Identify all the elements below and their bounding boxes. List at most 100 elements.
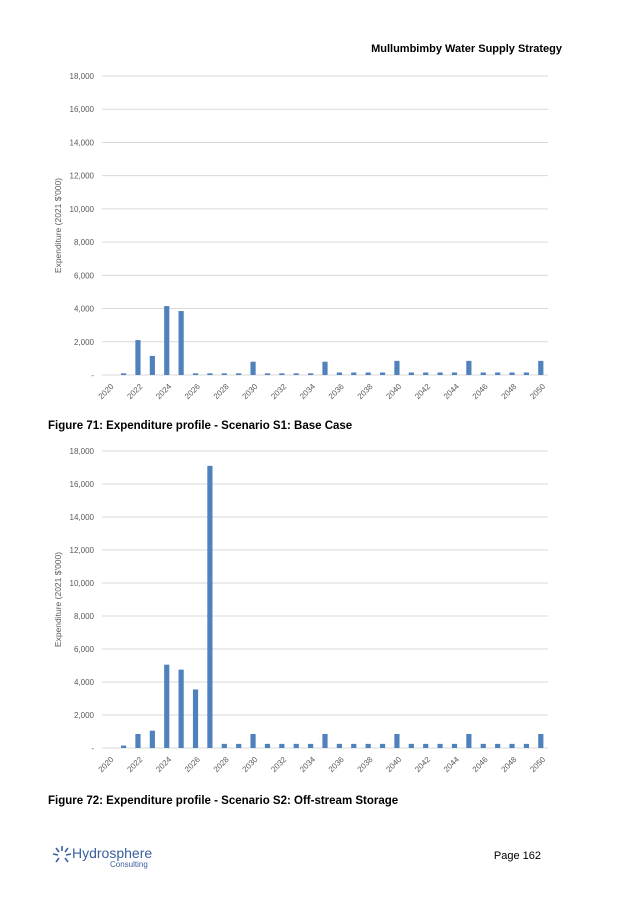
c1-bar-2046 xyxy=(480,372,486,375)
c2-y-tick-label: 8,000 xyxy=(74,612,95,621)
c2-bar-2030 xyxy=(250,733,256,748)
c1-x-tick-label: 2036 xyxy=(327,382,346,401)
c1-bar-2034 xyxy=(308,373,314,375)
c2-x-tick-label: 2044 xyxy=(442,755,461,774)
c1-x-tick-label: 2026 xyxy=(183,382,202,401)
c1-bar-2023 xyxy=(149,355,155,375)
c2-bar-2022 xyxy=(135,733,141,748)
c1-bar-2035 xyxy=(322,361,328,375)
c2-x-tick-label: 2040 xyxy=(384,755,403,774)
c1-x-tick-label: 2042 xyxy=(413,382,432,401)
c1-bar-2045 xyxy=(466,360,472,375)
c1-y-axis-label: Expenditure (2021 $'000) xyxy=(53,178,63,273)
c1-y-tick-label: - xyxy=(91,371,94,380)
c2-bar-2035 xyxy=(322,733,328,748)
c1-bar-2029 xyxy=(236,373,242,375)
c1-y-tick-label: 6,000 xyxy=(74,271,95,280)
logo-subtext: Consulting xyxy=(110,860,148,869)
c2-x-tick-label: 2028 xyxy=(212,755,231,774)
c2-bar-2021 xyxy=(120,745,127,748)
c1-bar-2021 xyxy=(120,373,127,375)
c1-bar-2036 xyxy=(336,372,342,375)
c1-bar-2048 xyxy=(509,372,515,375)
c2-bar-2023 xyxy=(149,730,155,748)
c2-bar-2027 xyxy=(207,465,213,748)
c2-bar-2033 xyxy=(293,743,299,748)
c2-x-tick-label: 2022 xyxy=(125,755,144,774)
c2-y-tick-label: 16,000 xyxy=(70,480,95,489)
c1-x-tick-label: 2038 xyxy=(356,382,375,401)
expenditure-chart-s2: - 2,000 4,000 6,000 8,000 10,000 12,000 14,000 1… xyxy=(50,438,560,783)
c2-bar-2043 xyxy=(437,743,443,748)
c2-x-tick-label: 2034 xyxy=(298,755,317,774)
c1-y-tick-label: 18,000 xyxy=(70,72,95,81)
c1-bar-2038 xyxy=(365,372,371,375)
c2-bar-2048 xyxy=(509,743,515,748)
c2-bar-2049 xyxy=(523,743,530,748)
c2-x-tick-label: 2026 xyxy=(183,755,202,774)
c2-bar-2036 xyxy=(336,743,342,748)
expenditure-chart-s1: - 2,000 4,000 6,000 8,000 10,000 12,000 14,000 1… xyxy=(50,62,560,412)
c1-bar-2044 xyxy=(451,372,458,375)
c1-bar-2049 xyxy=(523,372,530,375)
c1-x-tick-label: 2040 xyxy=(384,382,403,401)
c1-x-tick-label: 2032 xyxy=(269,382,288,401)
c2-x-tick-label: 2042 xyxy=(413,755,432,774)
c1-bar-2041 xyxy=(408,372,414,375)
c2-x-tick-label: 2038 xyxy=(356,755,375,774)
c1-x-tick-label: 2020 xyxy=(97,382,116,401)
c2-x-tick-label: 2036 xyxy=(327,755,346,774)
c2-x-tick-label: 2020 xyxy=(97,755,116,774)
c2-bar-2045 xyxy=(466,733,472,748)
c1-bar-2043 xyxy=(437,372,443,375)
c2-x-tick-label: 2030 xyxy=(241,755,260,774)
c1-bar-2025 xyxy=(178,311,184,375)
figure-71-caption: Figure 71: Expenditure profile - Scenari… xyxy=(48,420,353,432)
c1-bar-2033 xyxy=(293,373,299,375)
c1-y-tick-label: 8,000 xyxy=(74,238,95,247)
c1-y-tick-label: 2,000 xyxy=(74,338,95,347)
c2-y-axis-label: Expenditure (2021 $'000) xyxy=(53,552,63,647)
c1-bar-2047 xyxy=(495,372,501,375)
chart-svg-s1: - 2,000 4,000 6,000 8,000 10,000 12,000 14,000 1… xyxy=(53,72,548,401)
c1-bar-2050 xyxy=(538,360,544,375)
c1-bar-2026 xyxy=(192,373,199,375)
c2-y-tick-label: 2,000 xyxy=(74,711,95,720)
c2-y-tick-label: 4,000 xyxy=(74,678,95,687)
c2-bar-2044 xyxy=(451,743,458,748)
c2-bar-2034 xyxy=(308,743,314,748)
c2-bar-2046 xyxy=(480,743,486,748)
c1-bar-2032 xyxy=(279,373,285,375)
c1-x-tick-label: 2046 xyxy=(471,382,490,401)
c1-y-tick-label: 12,000 xyxy=(70,172,95,181)
c1-bar-2040 xyxy=(394,360,400,375)
c2-bar-2032 xyxy=(279,743,285,748)
c2-x-tick-label: 2046 xyxy=(471,755,490,774)
c2-bar-2028 xyxy=(221,743,227,748)
c2-y-tick-label: 18,000 xyxy=(70,447,95,456)
c2-bar-2039 xyxy=(379,743,386,748)
c1-bar-2028 xyxy=(221,373,227,375)
c1-bar-2030 xyxy=(250,361,256,375)
c2-bar-2047 xyxy=(495,743,501,748)
c1-y-tick-label: 16,000 xyxy=(70,105,95,114)
c1-bar-2037 xyxy=(351,372,357,375)
c2-x-tick-label: 2050 xyxy=(528,755,547,774)
c1-y-tick-label: 4,000 xyxy=(74,305,95,314)
c1-x-tick-label: 2044 xyxy=(442,382,461,401)
c1-bar-2022 xyxy=(135,340,141,375)
c1-bar-2031 xyxy=(264,373,271,375)
c2-y-tick-label: 14,000 xyxy=(70,513,95,522)
c2-bar-2025 xyxy=(178,669,184,748)
c1-x-tick-label: 2034 xyxy=(298,382,317,401)
c2-bar-2038 xyxy=(365,743,371,748)
c1-bar-2039 xyxy=(379,372,386,375)
logo-text: Hydrosphere xyxy=(72,845,152,861)
hydrosphere-logo: Hydrosphere Consulting xyxy=(50,843,160,869)
c2-bar-2042 xyxy=(423,743,429,748)
c1-x-tick-label: 2050 xyxy=(528,382,547,401)
c1-bar-2024 xyxy=(164,306,170,375)
c2-x-tick-label: 2048 xyxy=(499,755,518,774)
c2-bar-2037 xyxy=(351,743,357,748)
c1-y-tick-label: 14,000 xyxy=(70,138,95,147)
